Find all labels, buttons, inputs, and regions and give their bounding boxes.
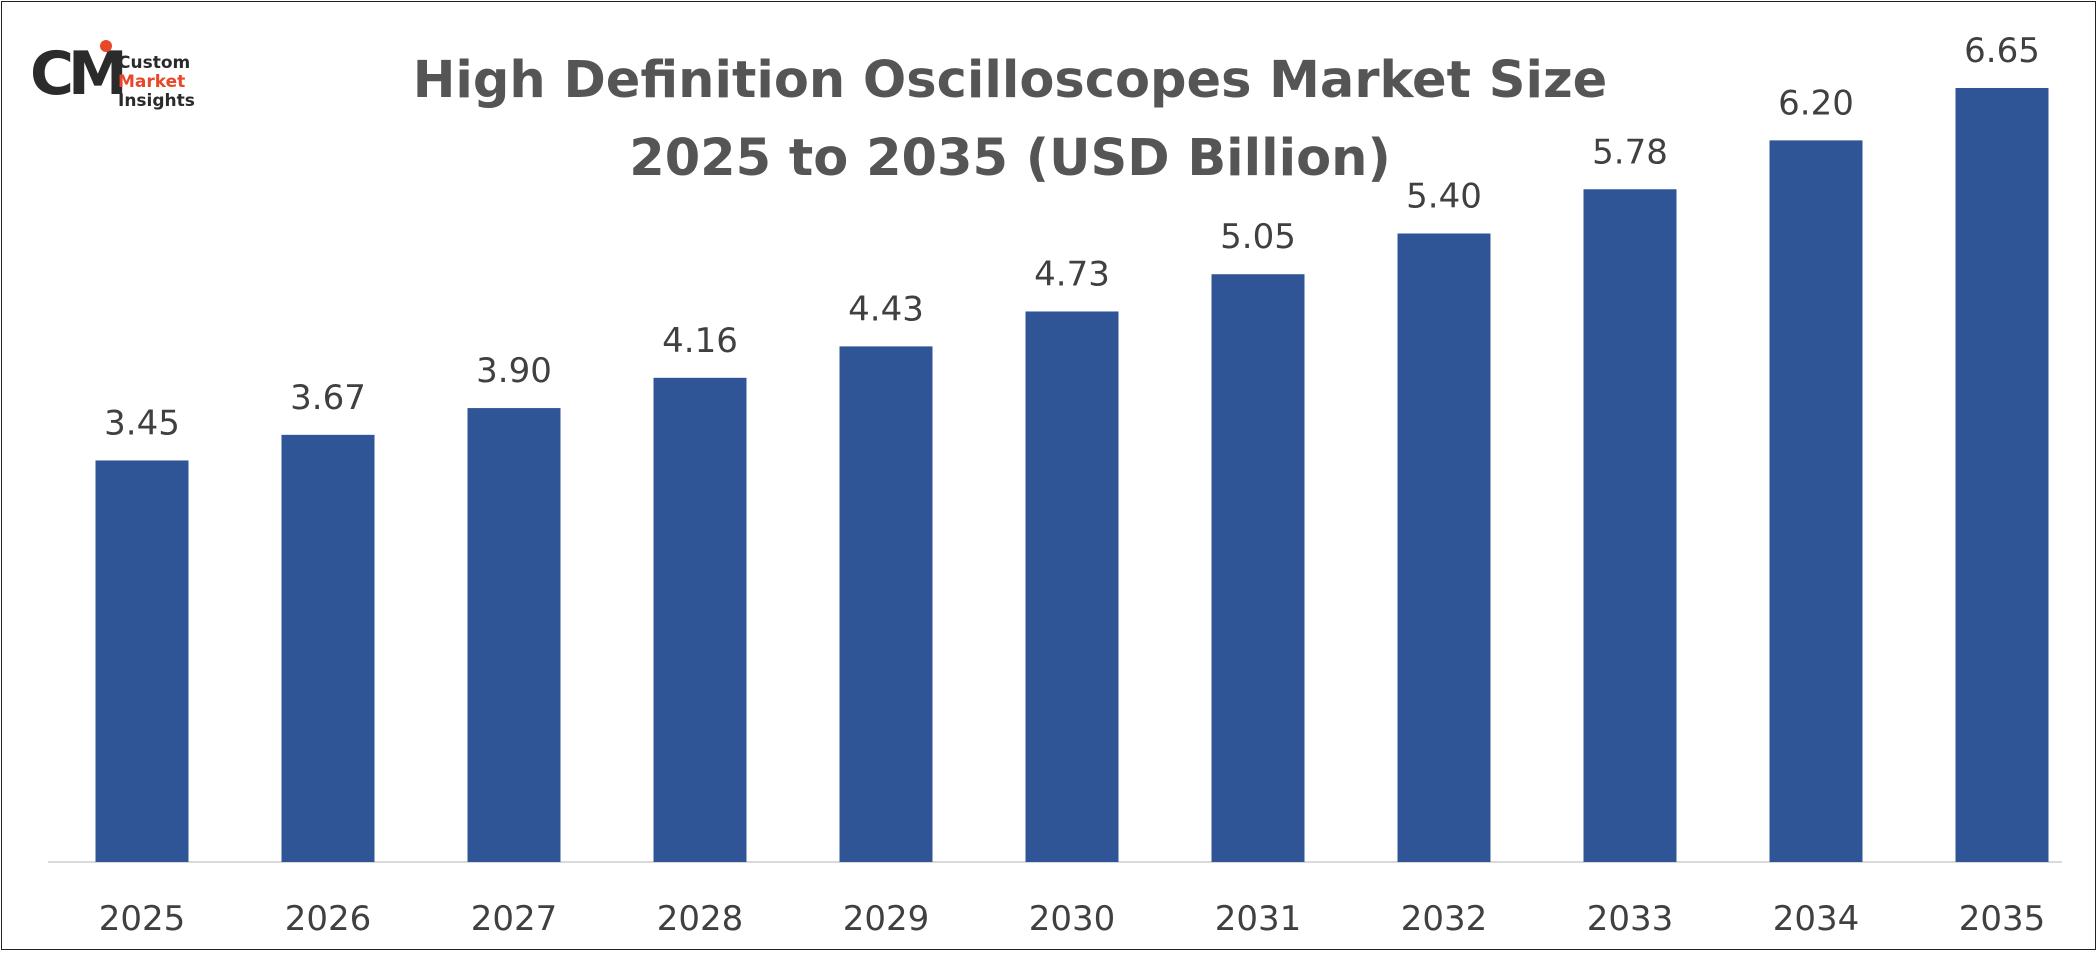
value-label-2029: 4.43 [848,289,924,329]
logo-mark: CM [30,39,128,109]
bar-2025 [95,460,189,862]
x-tick-label-2028: 2028 [657,899,744,939]
x-tick-label-2029: 2029 [843,899,930,939]
chart-title-line-2: 2025 to 2035 (USD Billion) [629,129,1391,188]
value-label-2026: 3.67 [290,378,366,418]
x-tick-label-2025: 2025 [99,899,186,939]
value-label-2030: 4.73 [1034,254,1110,294]
value-label-2032: 5.40 [1406,176,1482,216]
logo-line-2: Market [118,72,186,92]
bar-2033 [1583,189,1677,863]
logo-line-3: Insights [118,91,195,111]
x-tick-label-2032: 2032 [1401,899,1488,939]
value-label-2035: 6.65 [1964,31,2040,71]
value-labels-group: 3.45 3.67 3.90 4.16 4.43 4.73 5.05 5.40 5.78 6.20… [104,31,2040,443]
x-tick-label-2030: 2030 [1029,899,1116,939]
value-label-2034: 6.20 [1778,83,1854,123]
x-tick-label-2035: 2035 [1959,899,2046,939]
logo-dot-icon [100,40,112,52]
company-logo: CM Custom Market Insights [30,38,230,118]
x-tick-label-2027: 2027 [471,899,558,939]
bar-2031 [1211,274,1305,862]
chart-title: High Definition Oscilloscopes Market Siz… [330,42,1690,198]
bars-group [95,88,2049,863]
bar-2032 [1397,233,1491,863]
bar-2029 [839,346,933,863]
bar-2026 [281,434,375,862]
x-tick-label-2031: 2031 [1215,899,1302,939]
logo-text: Custom Market Insights [118,54,195,111]
bar-2028 [653,377,747,862]
x-tick-label-2034: 2034 [1773,899,1860,939]
bar-2035 [1955,88,2049,862]
bar-2030 [1025,311,1119,862]
value-label-2027: 3.90 [476,351,552,391]
value-label-2028: 4.16 [662,321,738,361]
bar-2034 [1769,140,1863,862]
x-tick-label-2026: 2026 [285,899,372,939]
value-label-2025: 3.45 [104,403,180,443]
chart-title-line-1: High Definition Oscilloscopes Market Siz… [412,51,1608,110]
x-tick-label-2033: 2033 [1587,899,1674,939]
x-tick-labels-group: 2025 2026 2027 2028 2029 2030 2031 2032 2033 2034… [99,899,2046,939]
value-label-2033: 5.78 [1592,132,1668,172]
logo-line-1: Custom [118,53,191,73]
value-label-2031: 5.05 [1220,217,1296,257]
bar-2027 [467,408,561,862]
